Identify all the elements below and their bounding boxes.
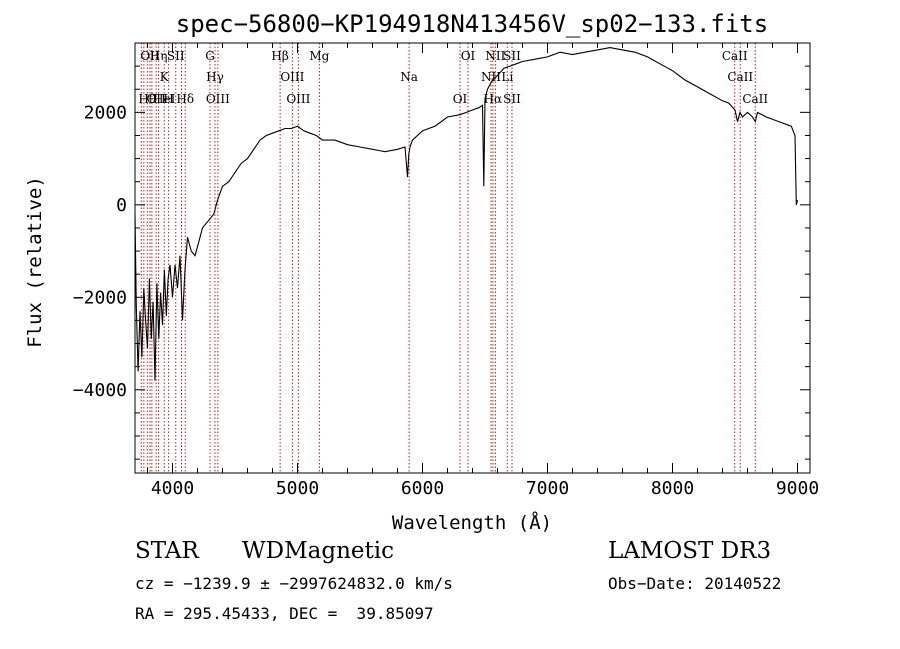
marker-label: Hβ <box>271 49 288 63</box>
line-marker-labels: HθOIIOIIHηKHeIHSIIHδGHγOIIIHβOIIIOIIIMgN… <box>138 49 768 106</box>
y-axis-ticks: −4000 −2000 0 2000 <box>73 65 810 460</box>
spectrum-line <box>134 47 799 381</box>
x-tick-label: 8000 <box>651 478 694 499</box>
survey-name: LAMOST DR3 <box>608 538 772 564</box>
marker-label: OIII <box>286 92 310 106</box>
y-tick-label: 2000 <box>84 102 127 123</box>
marker-label: Na <box>400 70 418 84</box>
object-subclass: WDMagnetic <box>242 538 394 564</box>
marker-label: OII <box>146 92 166 106</box>
marker-label: OIII <box>206 92 230 106</box>
marker-label: K <box>160 70 170 84</box>
marker-label: OI <box>453 92 468 106</box>
marker-label: SII <box>167 49 185 63</box>
marker-label: Hα <box>484 92 503 106</box>
marker-label: OIII <box>280 70 304 84</box>
y-tick-label: −2000 <box>73 287 127 308</box>
x-axis-ticks: 4000 5000 6000 7000 8000 9000 <box>147 43 819 499</box>
marker-label: SII <box>503 92 521 106</box>
x-tick-label: 9000 <box>776 478 819 499</box>
y-axis-label: Flux (relative) <box>24 176 46 348</box>
x-tick-label: 5000 <box>276 478 319 499</box>
marker-label: H <box>163 92 173 106</box>
chart-title: spec−56800−KP194918N413456V_sp02−133.fit… <box>176 10 768 38</box>
marker-label: Mg <box>309 49 329 63</box>
marker-label: Li <box>501 70 513 84</box>
marker-label: G <box>205 49 215 63</box>
marker-label: Hδ <box>176 92 194 106</box>
x-tick-label: 4000 <box>151 478 194 499</box>
y-tick-label: −4000 <box>73 380 127 401</box>
coordinates-readout: RA = 295.45433, DEC = 39.85097 <box>135 604 434 623</box>
marker-label: OI <box>461 49 476 63</box>
redshift-readout: cz = −1239.9 ± −2997624832.0 km/s <box>135 574 453 593</box>
marker-label: NII <box>485 49 505 63</box>
plot-frame <box>134 42 811 474</box>
marker-label: Hγ <box>206 70 224 84</box>
marker-label: OII <box>140 49 160 63</box>
y-tick-label: 0 <box>116 195 127 216</box>
x-axis-label: Wavelength (Å) <box>392 511 552 534</box>
marker-label: SII <box>503 49 521 63</box>
observation-date: Obs−Date: 20140522 <box>608 574 782 593</box>
marker-label: CaII <box>727 70 753 84</box>
marker-label: CaII <box>742 92 768 106</box>
x-tick-label: 6000 <box>401 478 444 499</box>
marker-label: NII <box>481 70 501 84</box>
marker-label: Hθ <box>138 92 156 106</box>
marker-label: HeI <box>153 92 176 106</box>
x-tick-label: 7000 <box>526 478 569 499</box>
object-class: STAR <box>135 538 199 564</box>
marker-label: CaII <box>722 49 748 63</box>
marker-label: Hη <box>150 49 168 63</box>
line-markers <box>140 43 756 473</box>
